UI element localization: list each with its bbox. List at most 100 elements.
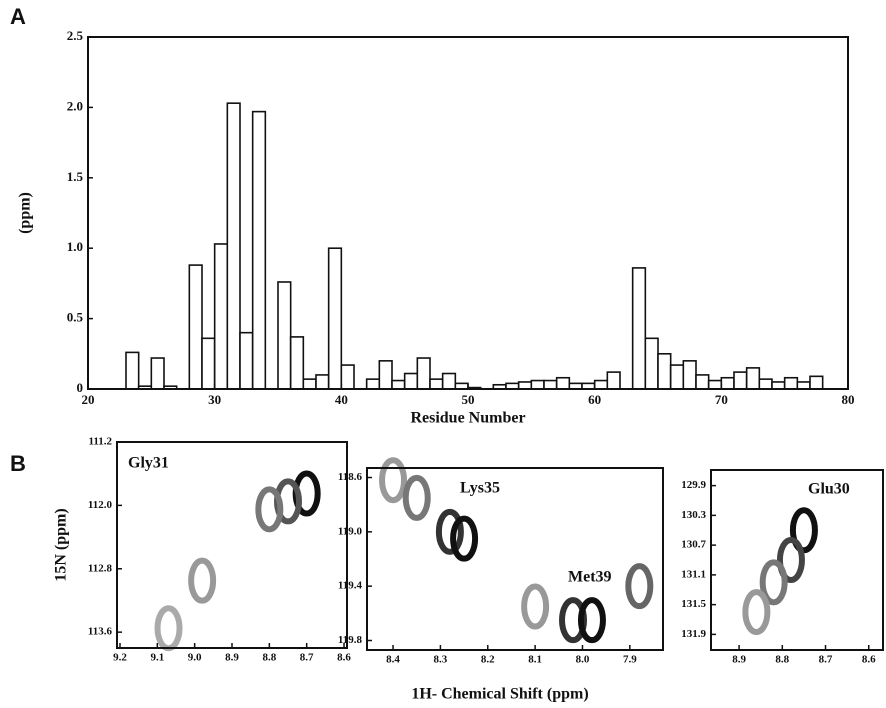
x-tick-label: 8.6 (337, 652, 351, 664)
peak-label: Gly31 (128, 455, 169, 472)
plot-frame (711, 470, 883, 650)
bar (633, 268, 646, 389)
x-tick-label: 9.2 (113, 652, 127, 664)
y-tick-label: 131.5 (681, 598, 706, 610)
bar (544, 381, 557, 389)
panel-label: A (10, 4, 26, 29)
panel-label: B (10, 451, 26, 476)
bar (747, 368, 760, 389)
y-tick-label: 111.2 (88, 436, 112, 448)
peak-label: Met39 (568, 569, 612, 586)
x-tick-label: 9.1 (150, 652, 164, 664)
bar (151, 358, 164, 389)
x-axis-label: Residue Number (410, 410, 525, 427)
bar (658, 354, 671, 389)
bar (417, 358, 430, 389)
y-tick-label: 118.6 (338, 471, 363, 483)
bar (607, 372, 620, 389)
y-tick-label: 119.8 (338, 634, 363, 646)
peak (191, 561, 213, 601)
y-tick-label: 119.0 (338, 525, 363, 537)
x-tick-label: 60 (588, 392, 601, 407)
y-tick-label: 1.5 (67, 169, 84, 184)
x-tick-label: 8.8 (775, 654, 789, 666)
x-tick-label: 8.7 (819, 654, 833, 666)
bar (405, 374, 418, 389)
y-tick-label: 1.0 (67, 239, 83, 254)
peak (745, 592, 767, 632)
y-tick-label: 131.1 (681, 568, 706, 580)
bar (785, 378, 798, 389)
bar (683, 361, 696, 389)
peak (382, 460, 404, 500)
bar (810, 376, 823, 389)
bar (278, 282, 291, 389)
x-axis-label: 1H- Chemical Shift (ppm) (411, 686, 588, 703)
x-tick-label: 30 (208, 392, 221, 407)
y-tick-label: 2.0 (67, 98, 83, 113)
y-tick-label: 130.3 (681, 509, 706, 521)
x-tick-label: 40 (335, 392, 348, 407)
y-axis-label: 15N (ppm) (53, 508, 70, 581)
x-tick-label: 8.6 (862, 654, 876, 666)
bar (721, 378, 734, 389)
bar (240, 333, 253, 389)
y-tick-label: 129.9 (681, 479, 706, 491)
bar (189, 265, 202, 389)
bar (253, 112, 266, 389)
x-tick-label: 70 (715, 392, 728, 407)
y-axis-label: (ppm) (17, 192, 34, 234)
bar (341, 365, 354, 389)
peak (158, 608, 180, 648)
bar (696, 375, 709, 389)
x-tick-label: 50 (462, 392, 475, 407)
x-tick-label: 8.3 (434, 654, 448, 666)
bar (392, 381, 405, 389)
peak-label: Glu30 (808, 481, 850, 498)
bar (759, 379, 772, 389)
figure: A B 1H- Chemical Shift (ppm) 15N (ppm) R… (0, 0, 886, 708)
peak (524, 587, 546, 627)
x-tick-label: 8.2 (481, 654, 495, 666)
bar (379, 361, 392, 389)
x-tick-label: 8.7 (300, 652, 314, 664)
y-tick-label: 0 (77, 380, 84, 395)
bar (430, 379, 443, 389)
x-tick-label: 80 (842, 392, 855, 407)
peak-label: Lys35 (460, 480, 500, 497)
y-tick-label: 112.0 (88, 499, 113, 511)
bar (671, 365, 684, 389)
bar (595, 381, 608, 389)
bar (797, 382, 810, 389)
bar (531, 381, 544, 389)
x-tick-label: 20 (82, 392, 95, 407)
plot-frame (367, 468, 663, 650)
bar (329, 248, 342, 389)
bar (709, 381, 722, 389)
y-tick-label: 119.4 (338, 580, 363, 592)
y-tick-label: 113.6 (88, 626, 113, 638)
x-tick-label: 8.4 (386, 654, 400, 666)
bar (202, 338, 215, 389)
bar (645, 338, 658, 389)
x-tick-label: 8.9 (732, 654, 746, 666)
y-tick-label: 2.5 (67, 28, 84, 43)
bar (367, 379, 380, 389)
x-tick-label: 8.0 (576, 654, 590, 666)
x-tick-label: 9.0 (188, 652, 202, 664)
bar (443, 374, 456, 389)
peak (406, 478, 428, 518)
bar (126, 352, 139, 389)
y-tick-label: 0.5 (67, 310, 84, 325)
bar (519, 382, 532, 389)
y-tick-label: 112.8 (88, 562, 113, 574)
bar (291, 337, 304, 389)
y-tick-label: 130.7 (681, 539, 706, 551)
x-tick-label: 8.9 (225, 652, 239, 664)
y-tick-label: 131.9 (681, 628, 706, 640)
peak (453, 519, 475, 559)
peak (439, 512, 461, 552)
bar (215, 244, 228, 389)
bar (557, 378, 570, 389)
bar (734, 372, 747, 389)
